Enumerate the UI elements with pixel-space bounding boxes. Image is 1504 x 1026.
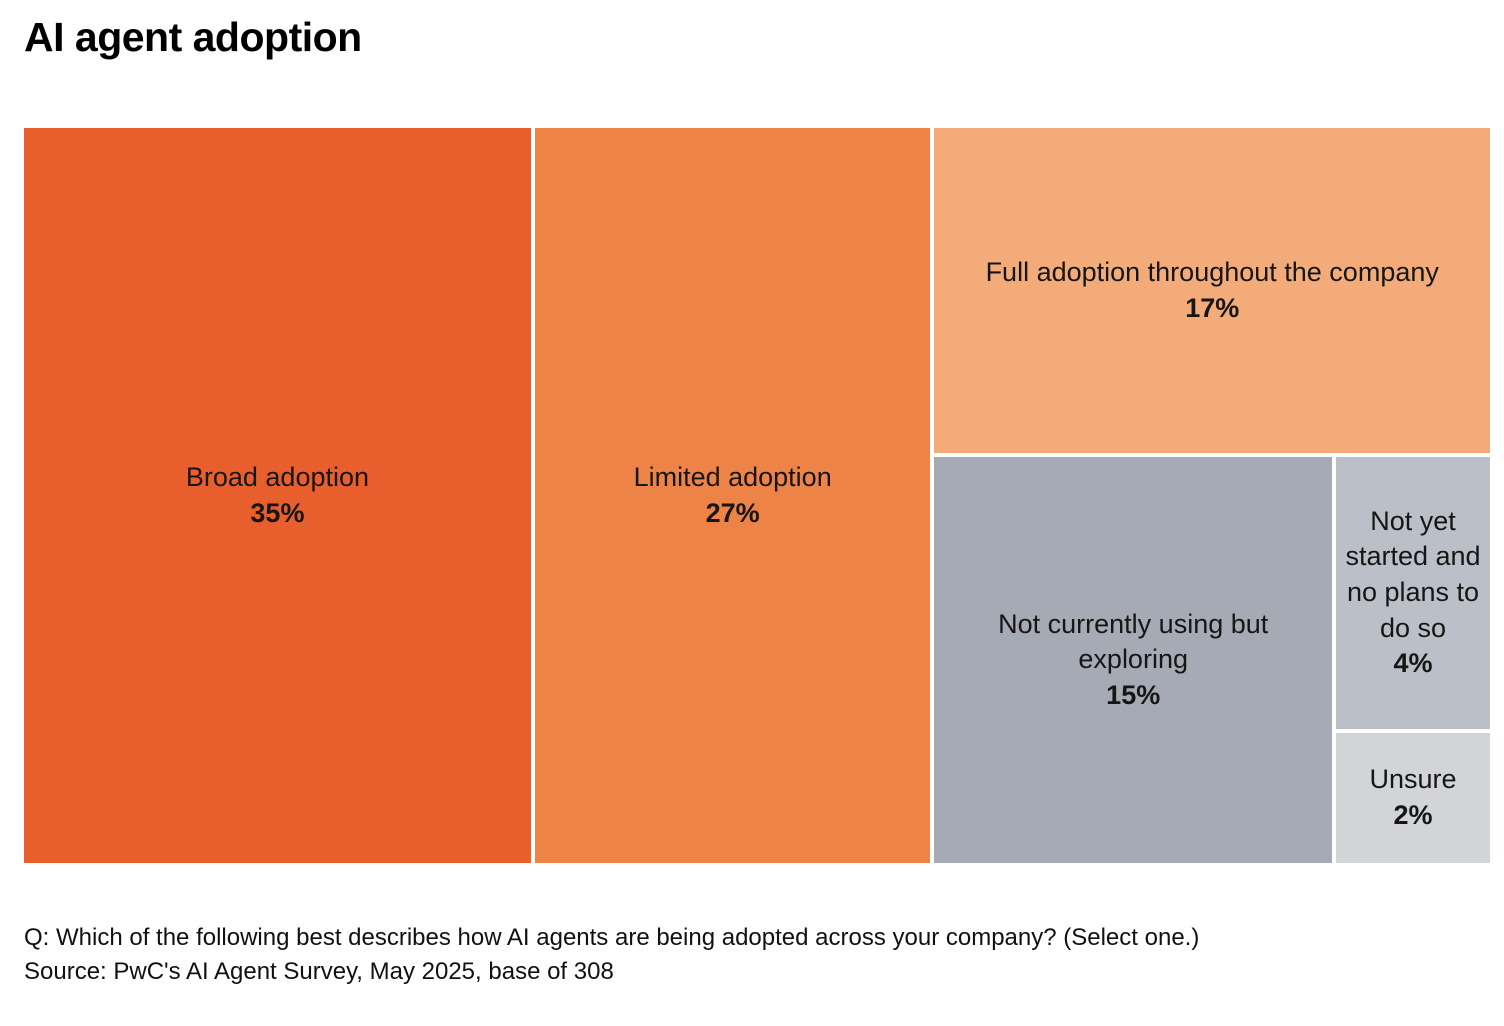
tile-value: 15%: [1106, 679, 1161, 710]
question-text: Q: Which of the following best describes…: [24, 924, 1200, 951]
tile-text: Limited adoption 27%: [535, 460, 931, 531]
tile-text: Not yet started and no plans to do so 4%: [1344, 504, 1482, 682]
tile-value: 27%: [705, 497, 760, 528]
treemap-tile-broad-adoption: Broad adoption 35%: [24, 128, 531, 863]
tile-label: Full adoption throughout the company: [985, 256, 1439, 287]
source-text: Source: PwC's AI Agent Survey, May 2025,…: [24, 958, 614, 985]
tile-label: Broad adoption: [185, 461, 370, 492]
tile-value: 2%: [1393, 799, 1433, 830]
tile-label: Not yet started and no plans to do so: [1345, 505, 1481, 643]
tile-text: Broad adoption 35%: [24, 460, 531, 531]
tile-text: Unsure 2%: [1336, 762, 1490, 833]
tile-value: 4%: [1393, 648, 1433, 679]
tile-value: 17%: [1185, 292, 1240, 323]
tile-label: Limited adoption: [633, 461, 832, 492]
treemap-right-column: Full adoption throughout the company 17%…: [934, 128, 1491, 863]
tile-text: Full adoption throughout the company 17%: [934, 255, 1490, 326]
treemap-bottom-row: Not currently using but exploring 15% No…: [934, 457, 1491, 863]
chart-footnote: Q: Which of the following best describes…: [24, 921, 1199, 989]
treemap-tile-exploring: Not currently using but exploring 15%: [934, 457, 1332, 863]
tile-text: Not currently using but exploring 15%: [934, 607, 1332, 714]
tile-label: Not currently using but exploring: [998, 608, 1269, 675]
tile-label: Unsure: [1369, 764, 1457, 795]
treemap-tile-unsure: Unsure 2%: [1335, 732, 1491, 863]
treemap-chart: Broad adoption 35% Limited adoption 27% …: [24, 128, 1491, 863]
treemap-small-column: Not yet started and no plans to do so 4%…: [1335, 457, 1491, 863]
treemap-tile-full-adoption: Full adoption throughout the company 17%: [934, 128, 1491, 453]
tile-value: 35%: [250, 497, 305, 528]
page-title: AI agent adoption: [24, 14, 362, 60]
treemap-tile-not-yet-started: Not yet started and no plans to do so 4%: [1335, 457, 1491, 729]
treemap-tile-limited-adoption: Limited adoption 27%: [534, 128, 931, 863]
